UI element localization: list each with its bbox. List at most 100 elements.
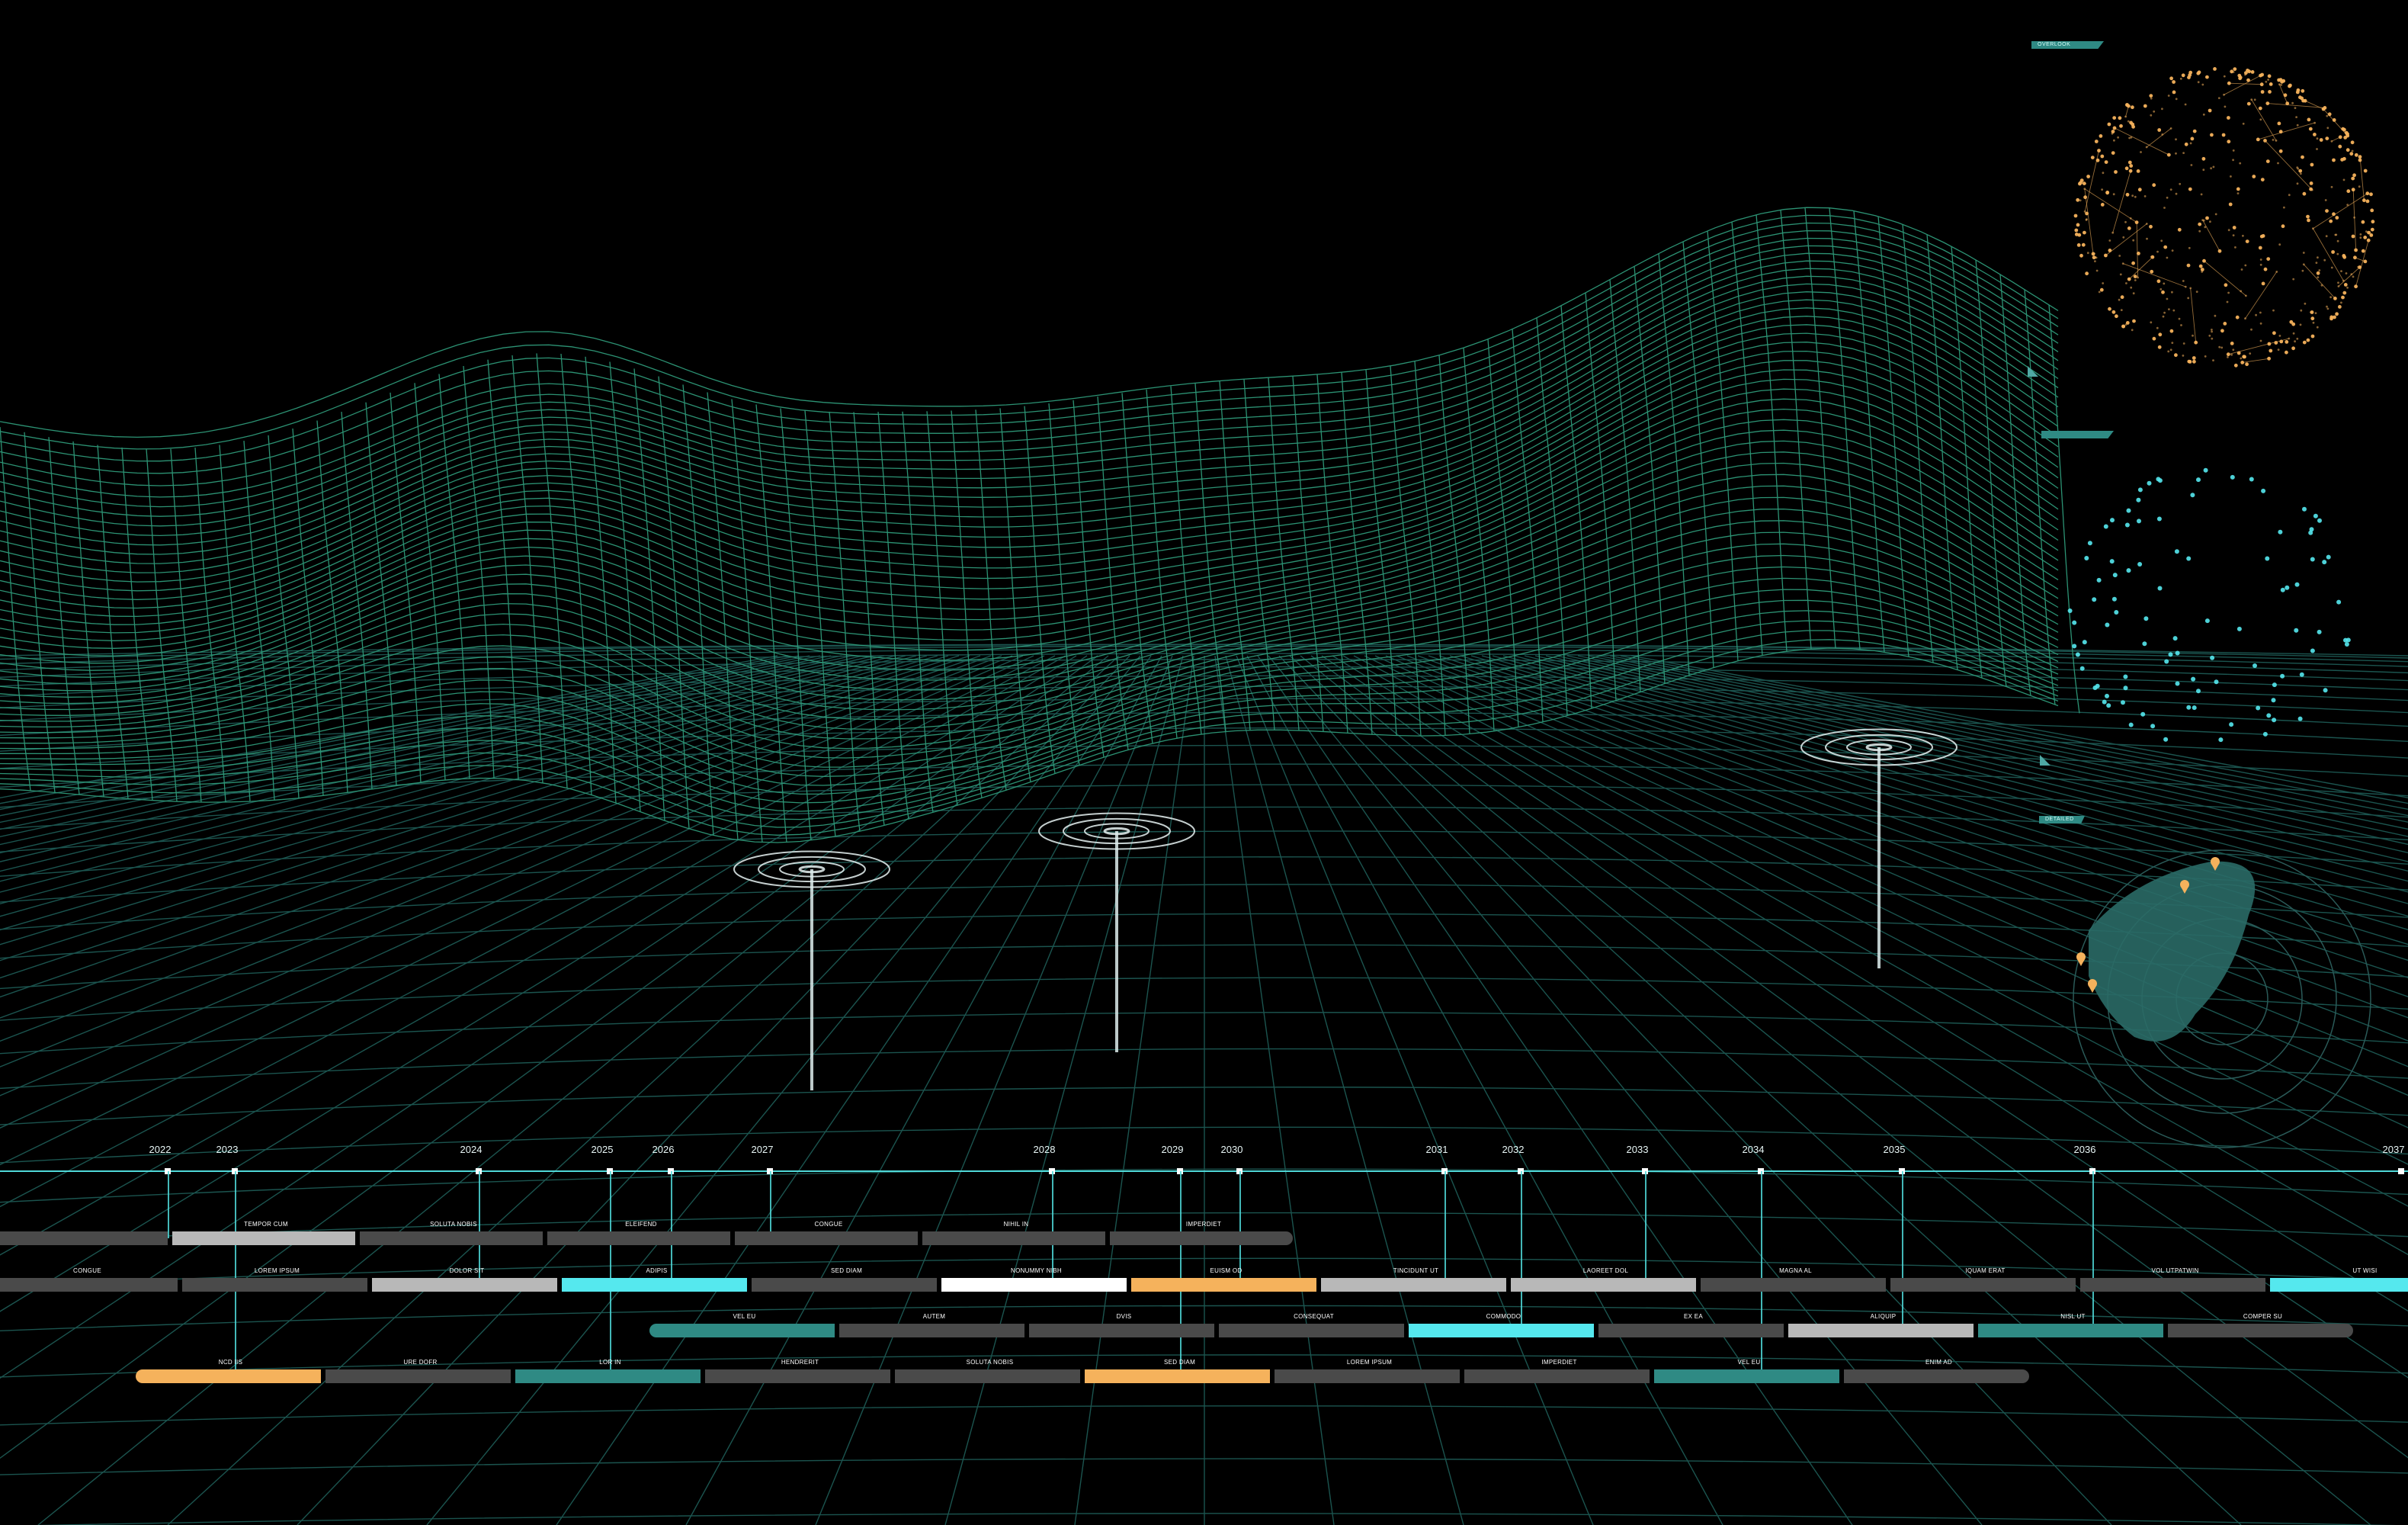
timeline-bar[interactable] xyxy=(515,1369,701,1383)
timeline-bar-label: ELEIFEND xyxy=(625,1221,657,1228)
timeline-connector xyxy=(1180,1171,1182,1376)
timeline-bar[interactable] xyxy=(1409,1324,1594,1337)
timeline-bar[interactable] xyxy=(2270,1278,2408,1292)
radar-panel-tab-label: DETAILED xyxy=(2045,816,2074,824)
timeline-bar-label: SOLUTA NOBIS xyxy=(967,1359,1014,1366)
timeline-connector xyxy=(1645,1171,1646,1284)
timeline-bar-label: LAOREET DOL xyxy=(1583,1267,1628,1274)
timeline-connector xyxy=(1444,1171,1446,1284)
timeline-bar[interactable] xyxy=(2080,1278,2265,1292)
timeline-bar-label: LOR IN xyxy=(599,1359,620,1366)
timeline-bar-label: ENIM AD xyxy=(1925,1359,1952,1366)
timeline-bar[interactable] xyxy=(1844,1369,2029,1383)
timeline-bar-label: UT WISI xyxy=(2352,1267,2377,1274)
timeline-bar-label: LOREM IPSUM xyxy=(1347,1359,1392,1366)
timeline-bar[interactable] xyxy=(0,1231,168,1245)
timeline-bar-label: CONSEQUAT xyxy=(1294,1313,1334,1320)
locator-marker[interactable] xyxy=(1039,814,1194,1052)
timeline-connector xyxy=(168,1171,169,1238)
year-label: 2029 xyxy=(1162,1144,1184,1155)
year-label: 2037 xyxy=(2383,1144,2405,1155)
year-tick[interactable] xyxy=(2398,1168,2404,1174)
timeline-bar[interactable] xyxy=(752,1278,937,1292)
timeline-bar-label: TINCIDUNT UT xyxy=(1393,1267,1438,1274)
timeline-bar-label: IMPERDIET xyxy=(1541,1359,1576,1366)
timeline-connector xyxy=(770,1171,771,1238)
timeline-connector xyxy=(610,1171,611,1376)
timeline-bar[interactable] xyxy=(1464,1369,1650,1383)
timeline-connector xyxy=(235,1171,236,1376)
timeline-bar-label: CONGUE xyxy=(815,1221,843,1228)
timeline-bar-label: TEMPOR CUM xyxy=(244,1221,288,1228)
radar-panel-tab[interactable]: DETAILED xyxy=(2039,816,2085,824)
timeline-connector xyxy=(1521,1171,1522,1330)
timeline-bar[interactable] xyxy=(172,1231,355,1245)
timeline-bar[interactable] xyxy=(0,1278,178,1292)
timeline-bar-label: MAGNA AL xyxy=(1779,1267,1812,1274)
timeline-bar[interactable] xyxy=(649,1324,835,1337)
floor-grid xyxy=(0,644,2408,1525)
timeline-bar[interactable] xyxy=(735,1231,918,1245)
corner-bracket-icon xyxy=(2028,366,2043,381)
timeline-bar-label: DOLOR SIT xyxy=(450,1267,485,1274)
timeline-connector xyxy=(671,1171,672,1284)
globe-panel-tab[interactable]: OVERLOOK xyxy=(2031,41,2104,49)
timeline-bar[interactable] xyxy=(1275,1369,1460,1383)
timeline-bar[interactable] xyxy=(1085,1369,1270,1383)
timeline-bar[interactable] xyxy=(547,1231,730,1245)
timeline-connector xyxy=(2092,1171,2094,1330)
year-label: 2030 xyxy=(1221,1144,1243,1155)
timeline-bar[interactable] xyxy=(1788,1324,1974,1337)
timeline-bar[interactable] xyxy=(1701,1278,1886,1292)
timeline-bar[interactable] xyxy=(372,1278,557,1292)
timeline-bar-label: HENDRERIT xyxy=(781,1359,819,1366)
year-label: 2027 xyxy=(752,1144,774,1155)
timeline-bar[interactable] xyxy=(1029,1324,1214,1337)
timeline-bar[interactable] xyxy=(1219,1324,1404,1337)
year-label: 2033 xyxy=(1627,1144,1649,1155)
timeline-bar[interactable] xyxy=(1321,1278,1506,1292)
timeline-bar-label: VEL EU xyxy=(1738,1359,1761,1366)
timeline-bar[interactable] xyxy=(941,1278,1127,1292)
timeline-bar-label: ADIPIS xyxy=(646,1267,667,1274)
timeline-bar-label: SOLUTA NOBIS xyxy=(430,1221,477,1228)
timeline-bar[interactable] xyxy=(839,1324,1024,1337)
timeline-bar[interactable] xyxy=(2168,1324,2353,1337)
timeline-bar[interactable] xyxy=(1890,1278,2076,1292)
timeline-bar[interactable] xyxy=(1978,1324,2163,1337)
timeline-bar-label: EX EA xyxy=(1684,1313,1703,1320)
timeline-bar-label: NCD IIS xyxy=(219,1359,242,1366)
timeline-bar[interactable] xyxy=(136,1369,321,1383)
timeline-bar[interactable] xyxy=(1598,1324,1784,1337)
timeline-bar-label: SED DIAM xyxy=(831,1267,862,1274)
timeline-bar-label: DVIS xyxy=(1117,1313,1132,1320)
year-label: 2024 xyxy=(460,1144,483,1155)
timeline-bar[interactable] xyxy=(705,1369,890,1383)
timeline-bar-label: VOL UTPATWIN xyxy=(2151,1267,2198,1274)
timeline-bar-label: COMMODO xyxy=(1486,1313,1521,1320)
timeline-bar-label: NIHIL IN xyxy=(1004,1221,1029,1228)
timeline-bar-label: ALIQUIP xyxy=(1871,1313,1897,1320)
timeline-bar[interactable] xyxy=(360,1231,543,1245)
timeline-bar[interactable] xyxy=(325,1369,511,1383)
timeline-bar[interactable] xyxy=(182,1278,367,1292)
timeline-bar[interactable] xyxy=(1131,1278,1316,1292)
points-panel-tab[interactable] xyxy=(2041,431,2114,438)
year-label: 2023 xyxy=(216,1144,239,1155)
timeline-bar[interactable] xyxy=(895,1369,1080,1383)
timeline-bar-label: AUTEM xyxy=(923,1313,946,1320)
timeline-bar[interactable] xyxy=(562,1278,747,1292)
timeline-bar[interactable] xyxy=(922,1231,1105,1245)
year-label: 2035 xyxy=(1884,1144,1906,1155)
timeline-bar[interactable] xyxy=(1110,1231,1293,1245)
year-label: 2036 xyxy=(2074,1144,2096,1155)
timeline-bar-label: CONGUE xyxy=(73,1267,101,1274)
year-label: 2025 xyxy=(592,1144,614,1155)
timeline-bar[interactable] xyxy=(1654,1369,1839,1383)
timeline-bar-label: SED DIAM xyxy=(1164,1359,1195,1366)
timeline-bar[interactable] xyxy=(1511,1278,1696,1292)
year-label: 2031 xyxy=(1426,1144,1448,1155)
timeline-bar-label: IMPERDIET xyxy=(1186,1221,1221,1228)
timeline-bar-label: EUISM OD xyxy=(1210,1267,1242,1274)
timeline-bar-label: COMPER SU xyxy=(2243,1313,2282,1320)
